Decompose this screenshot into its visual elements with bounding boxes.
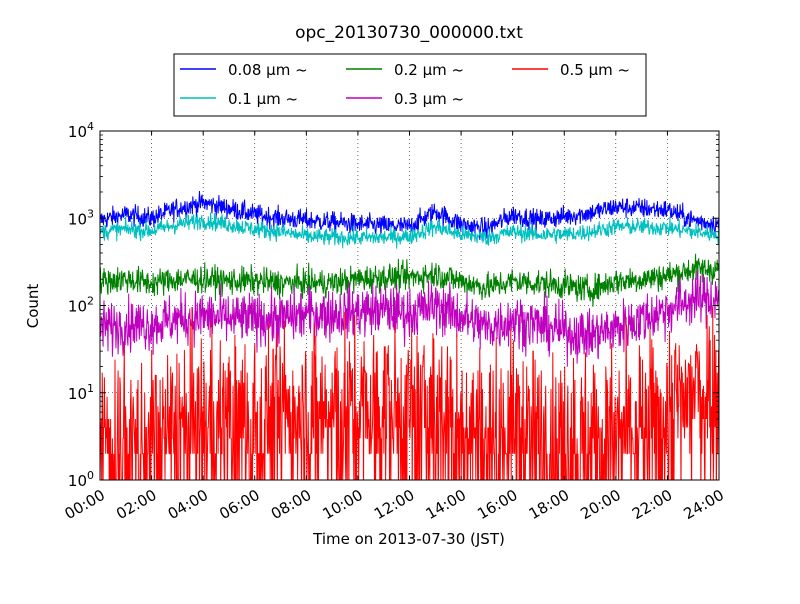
series-lines <box>100 190 719 480</box>
legend-label: 0.5 μm ~ <box>560 61 630 79</box>
y-tick-label: 101 <box>68 382 94 403</box>
series-line-0 <box>100 190 719 240</box>
y-tick-label: 100 <box>68 469 94 490</box>
series-line-3 <box>100 269 719 367</box>
y-tick-label: 103 <box>68 207 94 228</box>
legend-label: 0.3 μm ~ <box>394 90 464 108</box>
x-axis-label: Time on 2013-07-30 (JST) <box>312 530 505 548</box>
series-line-4 <box>100 306 719 480</box>
legend-label: 0.1 μm ~ <box>228 90 298 108</box>
y-tick-label: 102 <box>68 295 94 316</box>
y-axis-label: Count <box>24 284 42 329</box>
legend: 0.08 μm ~ 0.1 μm ~ 0.2 μm ~ 0.3 μm ~ 0.5 μm … <box>173 53 647 117</box>
legend-label: 0.08 μm ~ <box>228 61 308 79</box>
series-line-1 <box>100 212 719 249</box>
chart-title: opc_20130730_000000.txt <box>295 23 523 43</box>
legend-label: 0.2 μm ~ <box>394 61 464 79</box>
y-tick-label: 104 <box>68 120 94 141</box>
series-line-2 <box>100 253 719 307</box>
